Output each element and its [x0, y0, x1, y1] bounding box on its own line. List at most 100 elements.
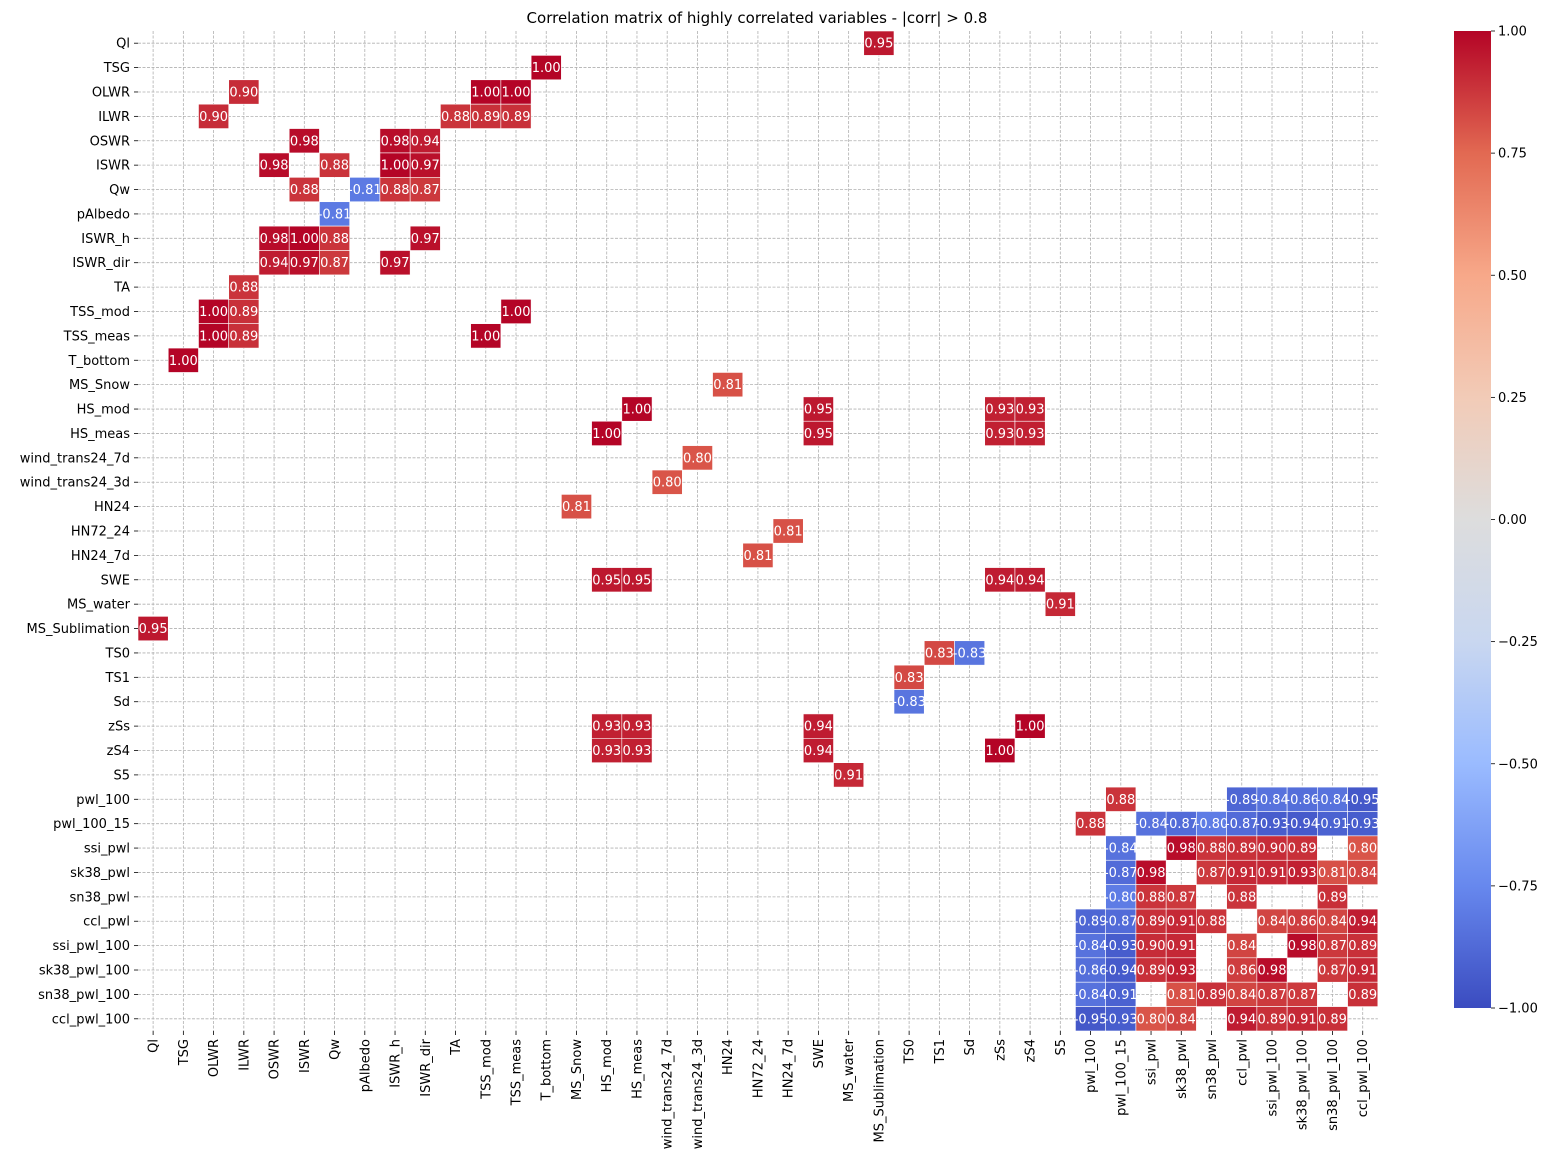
cell-value-label: 0.91 — [1167, 915, 1196, 930]
heatmap-cell — [651, 469, 683, 495]
cell-value-label: 0.91 — [1348, 964, 1377, 979]
heatmap-cell — [833, 762, 865, 788]
heatmap-cell — [1105, 786, 1137, 812]
heatmap-cell — [1347, 933, 1379, 959]
heatmap-cell — [1196, 859, 1227, 885]
heatmap-cell — [621, 396, 653, 422]
y-tick-label: ISWR — [96, 159, 130, 174]
x-tick-label: ISWR_h — [389, 1039, 404, 1088]
heatmap-cell — [1135, 933, 1167, 959]
heatmap-cell — [1135, 884, 1167, 910]
heatmap-cell — [167, 347, 199, 373]
x-tick-label: ISWR_dir — [419, 1038, 434, 1096]
heatmap-cell — [893, 664, 925, 690]
y-tick-label: ccl_pwl — [83, 915, 130, 930]
heatmap-cell — [500, 298, 532, 324]
y-tick-label: ISWR_dir — [72, 256, 130, 271]
heatmap-cell — [1347, 981, 1379, 1007]
cell-value-label: 1.00 — [471, 329, 500, 344]
x-tick-label: TA — [449, 1039, 464, 1056]
heatmap-cell — [1317, 1006, 1348, 1032]
y-tick-label: MS_Sublimation — [27, 622, 130, 637]
cell-value-label: 0.91 — [1167, 939, 1196, 954]
heatmap-cell — [1317, 908, 1348, 934]
colorbar-tick-label: 0.00 — [1498, 513, 1527, 528]
cell-value-label: 0.84 — [1258, 915, 1287, 930]
y-tick-label: ISWR_h — [81, 232, 130, 247]
cell-value-label: 0.88 — [320, 232, 349, 247]
cell-value-label: -0.93 — [1255, 817, 1289, 832]
cell-value-label: 1.00 — [502, 305, 531, 320]
cell-value-label: 0.94 — [804, 744, 833, 759]
heatmap-cell — [1347, 908, 1379, 934]
x-tick-label: pAlbedo — [358, 1039, 373, 1092]
cell-value-label: 0.86 — [1227, 964, 1256, 979]
heatmap-cells: 0.951.000.90 1.00 1.000.90 0.88 0.89 0.890.98… — [137, 30, 1380, 1032]
cell-value-label: -0.83 — [953, 646, 987, 661]
heatmap-cell — [802, 420, 834, 446]
cell-value-label: 0.87 — [320, 256, 349, 271]
heatmap-cell — [440, 103, 471, 129]
y-tick-label: TSS_meas — [63, 329, 131, 344]
heatmap-cell — [1196, 811, 1227, 837]
x-tick-label: Sd — [963, 1039, 978, 1056]
heatmap-cell — [1317, 786, 1348, 812]
heatmap-cell — [349, 177, 381, 203]
x-tick-label: MS_Sublimation — [872, 1039, 887, 1142]
cell-value-label: 0.97 — [290, 256, 319, 271]
heatmap-cell — [500, 79, 532, 105]
heatmap-cell — [228, 274, 260, 300]
cell-value-label: 0.98 — [1258, 964, 1287, 979]
cell-value-label: 0.89 — [1258, 1012, 1287, 1027]
heatmap-cell — [1014, 713, 1046, 739]
cell-value-label: 0.97 — [411, 159, 440, 174]
cell-value-label: -0.84 — [1074, 939, 1108, 954]
y-tick-label: ILWR — [98, 110, 130, 125]
heatmap-cell — [1286, 811, 1318, 837]
cell-value-label: 0.91 — [1227, 866, 1256, 881]
cell-value-label: -0.94 — [1104, 964, 1138, 979]
heatmap-cell — [1135, 908, 1167, 934]
heatmap-cell — [742, 542, 774, 568]
x-tick-label: ccl_pwl_100 — [1356, 1039, 1371, 1117]
cell-value-label: 0.87 — [1318, 964, 1347, 979]
cell-value-label: 0.80 — [653, 476, 682, 491]
cell-value-label: -0.81 — [318, 207, 352, 222]
cell-value-label: 0.89 — [1348, 988, 1377, 1003]
heatmap-cell — [198, 298, 230, 324]
heatmap-cell — [409, 177, 441, 203]
heatmap-cell — [1347, 859, 1379, 885]
y-tick-label: sn38_pwl — [69, 890, 130, 905]
cell-value-label: 1.00 — [381, 159, 410, 174]
cell-value-label: 0.87 — [411, 183, 440, 198]
y-tick-label: sk38_pwl_100 — [39, 964, 130, 979]
heatmap-cell — [1347, 835, 1379, 861]
colorbar: 1.00 0.75 0.50 0.25 0.00 −0.25 −0.50 −0.75 −1.00 — [1454, 25, 1538, 1017]
cell-value-label: 1.00 — [622, 403, 651, 418]
x-tick-label: Ql — [147, 1039, 162, 1053]
cell-value-label: 0.88 — [290, 183, 319, 198]
heatmap-cell — [258, 152, 290, 178]
heatmap-cell — [1014, 567, 1046, 593]
heatmap-cell — [1135, 1006, 1167, 1032]
y-tick-label: sn38_pwl_100 — [38, 988, 130, 1003]
heatmap-cell — [198, 103, 230, 129]
x-tick-label: TSS_mod — [479, 1039, 494, 1100]
cell-value-label: 0.90 — [1137, 939, 1166, 954]
y-tick-label: HS_mod — [77, 403, 130, 418]
x-tick-label: SWE — [812, 1039, 827, 1068]
cell-value-label: 0.93 — [1016, 403, 1045, 418]
cell-value-label: 0.98 — [1288, 939, 1317, 954]
cell-value-label: 0.88 — [1197, 915, 1226, 930]
y-tick-label: TA — [113, 281, 130, 296]
heatmap-cell — [621, 567, 653, 593]
cell-value-label: 0.88 — [1106, 793, 1135, 808]
cell-value-label: 1.00 — [1016, 720, 1045, 735]
x-tick-label: ISWR — [298, 1039, 313, 1073]
cell-value-label: 0.88 — [1227, 890, 1256, 905]
cell-value-label: -0.87 — [1164, 817, 1198, 832]
heatmap-cell — [409, 152, 441, 178]
x-tick-label: zS4 — [1024, 1039, 1039, 1062]
y-tick-label: pwl_100_15 — [53, 817, 130, 832]
cell-value-label: 0.87 — [1288, 988, 1317, 1003]
